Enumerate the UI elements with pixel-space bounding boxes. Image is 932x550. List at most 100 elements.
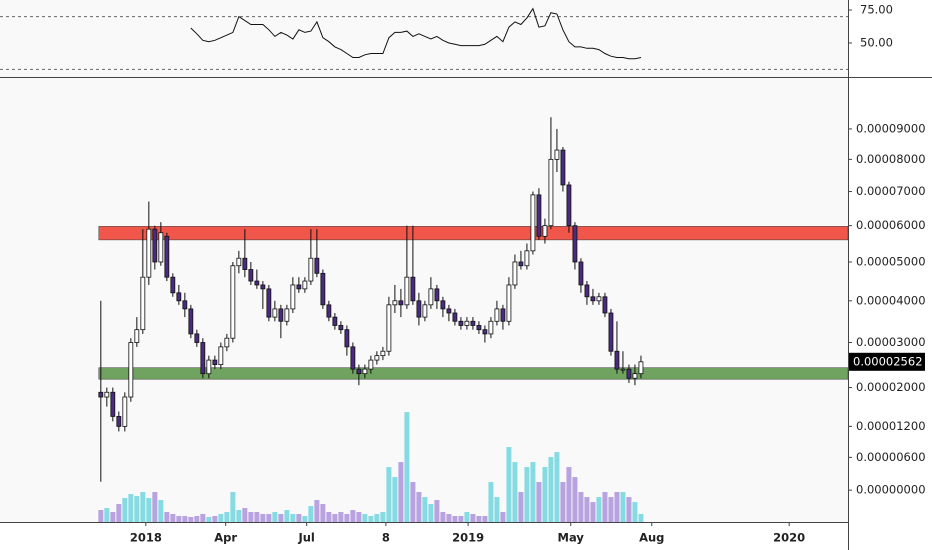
volume-bar (344, 514, 350, 522)
volume-bar (332, 514, 338, 522)
volume-bar (476, 516, 482, 522)
candle-body (176, 292, 182, 302)
volume-bar (302, 516, 308, 522)
last-price-box (849, 352, 925, 371)
volume-bar (272, 512, 278, 522)
y-tick-label: 0.00005000 (856, 254, 926, 268)
volume-bar (242, 508, 248, 522)
candle-body (158, 232, 164, 263)
candle-body (284, 308, 290, 322)
y-tick-label: 0.00007000 (856, 184, 926, 198)
volume-bar (320, 504, 326, 522)
volume-bar (416, 492, 422, 522)
volume-bar (176, 516, 182, 522)
candle-body (416, 300, 422, 318)
zone (98, 367, 849, 380)
candle-body (134, 329, 140, 343)
candle-body (638, 361, 644, 375)
y-tick-label: 0.00002000 (856, 380, 926, 394)
volume-bar (218, 514, 224, 522)
candle-body (164, 235, 170, 278)
candle-body (320, 272, 326, 306)
candle-body (230, 265, 236, 339)
candle-body (212, 359, 218, 365)
x-tick-label: 8 (382, 531, 390, 545)
candle-body (332, 316, 338, 326)
volume-bar (182, 516, 188, 522)
candle-body (374, 355, 380, 361)
volume-bar (350, 510, 356, 522)
volume-bar (146, 498, 152, 522)
volume-bar (518, 492, 524, 522)
volume-bar (368, 516, 374, 522)
candle-body (590, 296, 596, 302)
candle-body (494, 308, 500, 322)
x-tick-label: 2020 (773, 531, 805, 545)
volume-bar (374, 514, 380, 522)
volume-bar (266, 514, 272, 522)
volume-bar (434, 500, 440, 522)
volume-bar (134, 496, 140, 522)
volume-bar (446, 514, 452, 522)
candle-body (128, 342, 134, 398)
candle-body (440, 300, 446, 310)
candle-body (422, 304, 428, 318)
candle-body (506, 284, 512, 322)
candle-body (248, 269, 254, 282)
x-tick-label: Jul (297, 531, 314, 545)
volume-bar (296, 514, 302, 522)
candle-body (278, 308, 284, 322)
candle-body (326, 304, 332, 318)
candle-body (110, 391, 116, 417)
candle-body (146, 228, 152, 278)
candle-body (428, 288, 434, 306)
rsi-line (190, 7, 642, 60)
plot-background (0, 0, 848, 522)
candle-body (308, 257, 314, 282)
candle-body (170, 276, 176, 294)
volume-bar (224, 512, 230, 522)
volume-bar (554, 452, 560, 522)
candle-body (254, 280, 260, 286)
candle-body (260, 284, 266, 290)
volume-bar (398, 462, 404, 522)
candle-body (392, 300, 398, 306)
volume-bar (464, 512, 470, 522)
volume-bar (410, 482, 416, 522)
volume-bar (110, 512, 116, 522)
candle-body (194, 333, 200, 343)
candle-body (434, 288, 440, 302)
candle-body (446, 308, 452, 314)
y-tick-label: 0.00004000 (856, 293, 926, 307)
volume-bar (284, 510, 290, 522)
candle-body (452, 312, 458, 322)
candle-body (404, 276, 410, 306)
volume-bar (608, 497, 614, 522)
candle-body (152, 228, 158, 263)
candle-body (536, 194, 542, 237)
candle-body (344, 329, 350, 348)
volume-bar (560, 482, 566, 522)
volume-bar (602, 492, 608, 522)
volume-bar (530, 462, 536, 522)
candle-body (242, 257, 248, 270)
candle-body (182, 300, 188, 310)
candle-body (386, 304, 392, 352)
candle-body (362, 368, 368, 375)
volume-bar (506, 447, 512, 522)
candle-body (530, 194, 536, 252)
y-tick-label: 0.00009000 (856, 121, 926, 135)
candle-body (410, 276, 416, 302)
candle-body (620, 368, 626, 371)
candle-body (578, 261, 584, 286)
candle-body (380, 350, 386, 357)
candle-body (224, 337, 230, 348)
volume-bar (638, 514, 644, 522)
volume-bar (194, 516, 200, 522)
volume-bar (536, 482, 542, 522)
candle-body (518, 261, 524, 267)
volume-bar (578, 492, 584, 522)
volume-bar (590, 502, 596, 522)
x-tick-label: May (558, 531, 585, 545)
